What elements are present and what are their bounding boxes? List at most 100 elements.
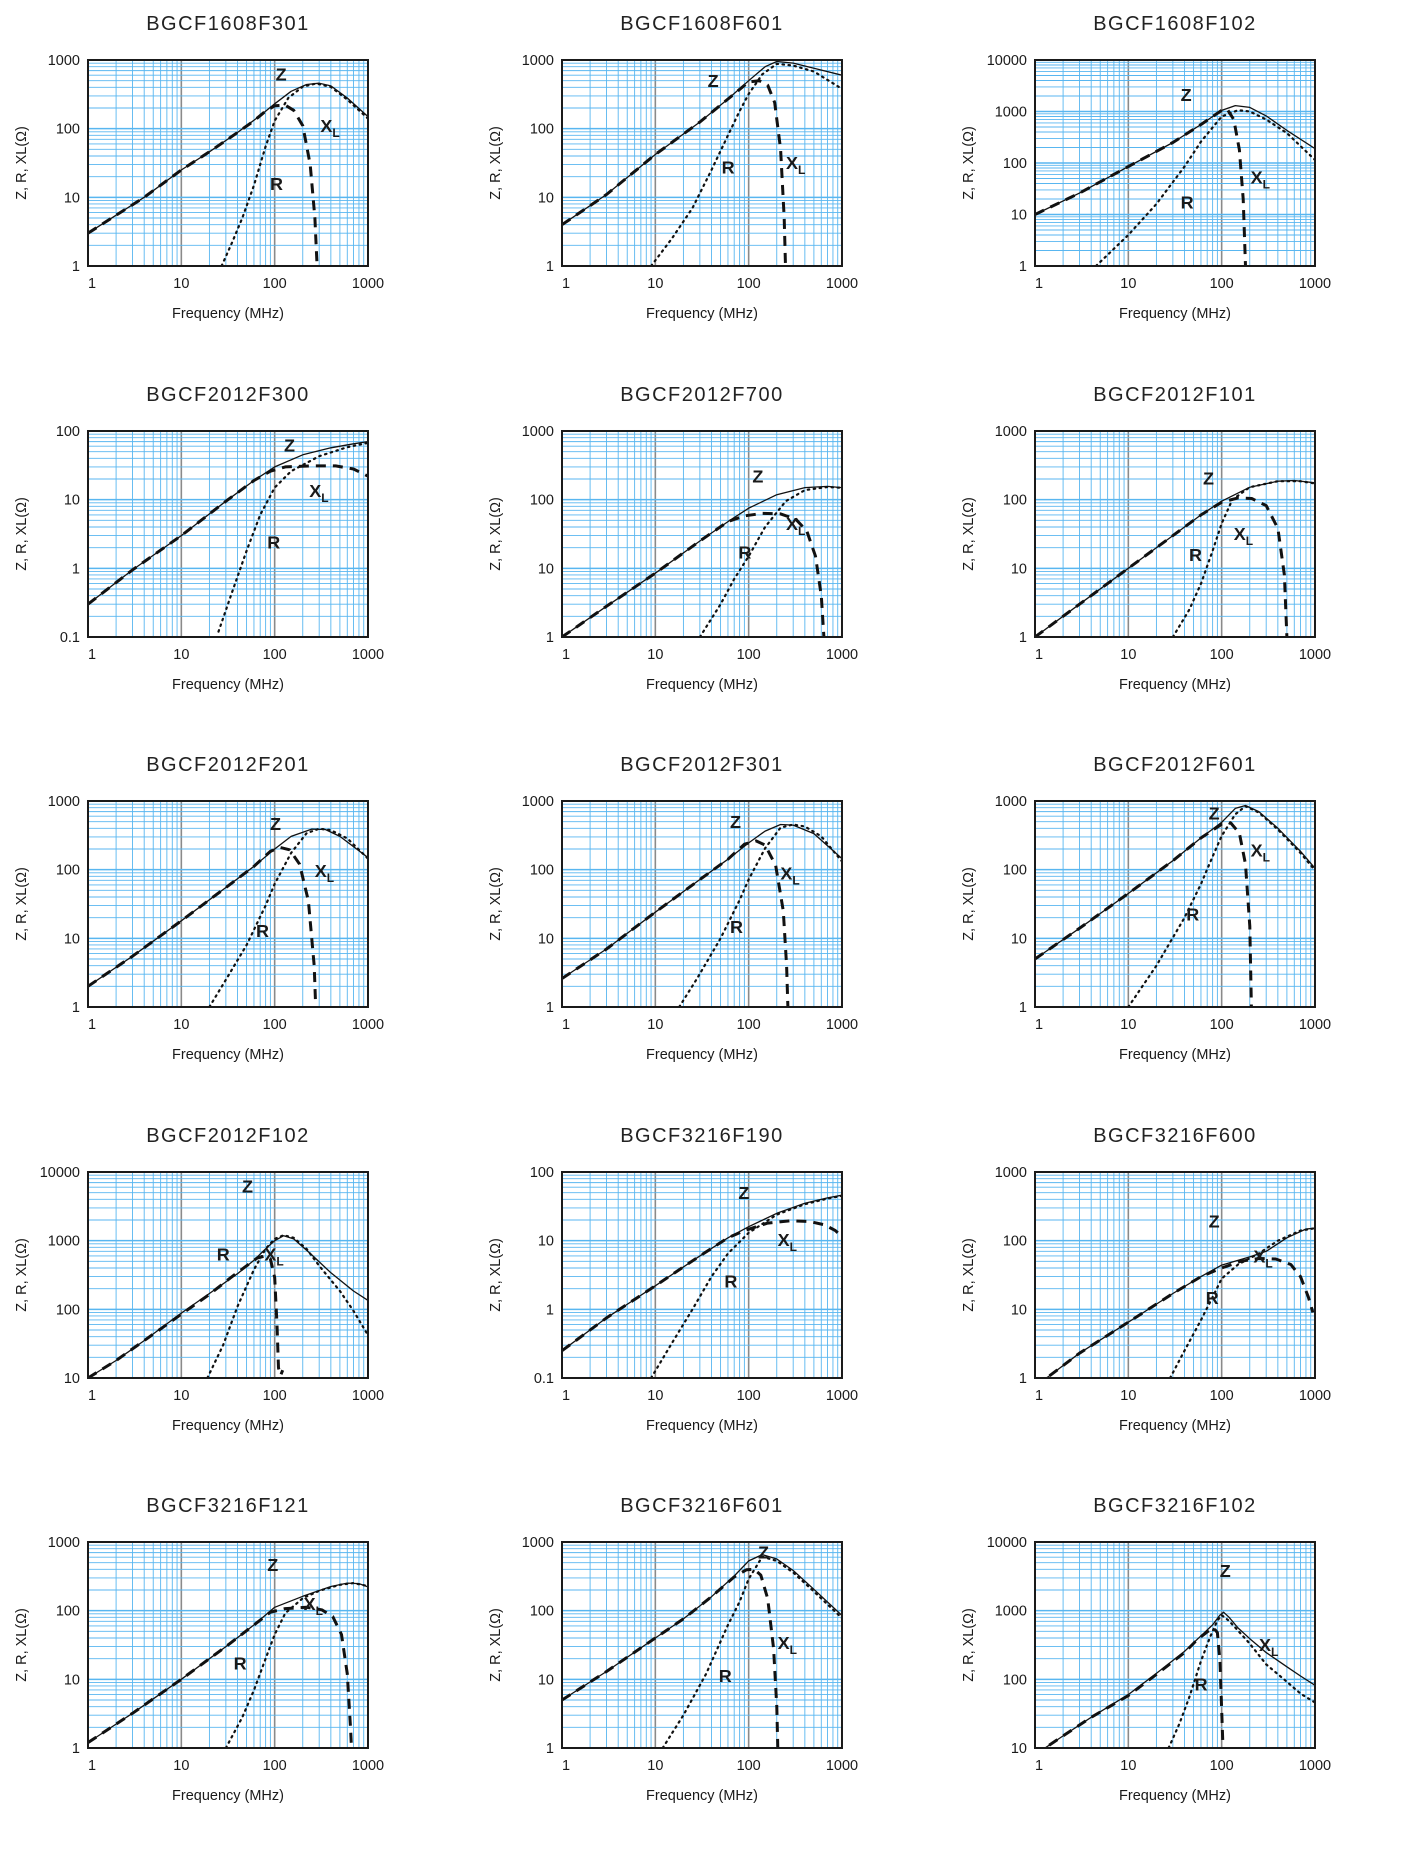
y-axis-label: Z, R, XL(Ω) — [961, 497, 977, 571]
y-tick-label: 100 — [529, 1604, 553, 1620]
curve-label-R: R — [256, 921, 269, 941]
series-Z — [87, 1582, 368, 1744]
series-XL — [1035, 821, 1254, 1008]
chart-plot-BGCF3216F190: BGCF3216F190 Z R XL 1 10 100 1000 0.1 1 10 100 Frequ… — [488, 1125, 858, 1434]
x-tick-label: 10 — [173, 1017, 189, 1033]
y-axis-label: Z, R, XL(Ω) — [14, 1238, 30, 1312]
curve-label-R: R — [730, 917, 743, 937]
plot-frame — [1034, 429, 1317, 638]
x-axis-label: Frequency (MHz) — [1119, 1418, 1231, 1434]
y-tick-label: 100 — [56, 424, 80, 440]
x-tick-label: 1000 — [826, 1758, 858, 1774]
x-axis-label: Frequency (MHz) — [1119, 677, 1231, 693]
chart-plot-BGCF2012F201: BGCF2012F201 Z R XL 1 10 100 1000 1 10 100 1000 Freq… — [14, 754, 384, 1063]
plot-frame — [560, 429, 843, 638]
x-tick-label: 10 — [1121, 1388, 1137, 1404]
series-XL — [561, 839, 790, 1008]
y-tick-label: 1000 — [521, 424, 553, 440]
curve-label-XL: XL — [1259, 1636, 1278, 1660]
chart-plot-BGCF3216F601: BGCF3216F601 Z R XL 1 10 100 1000 1 10 100 1000 Freq… — [488, 1495, 858, 1804]
chart-cell: BGCF2012F300 Z R XL 1 10 100 1000 0.1 1 10 100 Frequ… — [0, 371, 474, 742]
y-tick-label: 100 — [1003, 1233, 1027, 1249]
curve-label-XL: XL — [777, 1634, 796, 1658]
y-tick-label: 100 — [529, 863, 553, 879]
series-R — [649, 62, 842, 266]
x-tick-label: 1000 — [1299, 276, 1331, 292]
curve-label-XL: XL — [1234, 524, 1253, 548]
y-tick-label: 10 — [1011, 207, 1027, 223]
curve-label-XL: XL — [786, 153, 805, 177]
series-XL — [561, 1568, 779, 1749]
series-Z — [561, 1554, 842, 1701]
chart-cell: BGCF2012F700 Z R XL 1 10 100 1000 1 10 100 1000 Freq… — [474, 371, 948, 742]
y-tick-label: 1000 — [521, 53, 553, 69]
x-tick-label: 1000 — [826, 1017, 858, 1033]
x-tick-label: 1000 — [826, 647, 858, 663]
plot-frame — [560, 1170, 843, 1379]
series-Z — [1044, 1611, 1316, 1749]
curve-label-Z: Z — [752, 466, 763, 486]
curve-label-Z: Z — [1209, 804, 1220, 824]
y-axis-label: Z, R, XL(Ω) — [488, 126, 504, 200]
chart-title: BGCF2012F201 — [146, 754, 310, 776]
series-R — [1127, 805, 1316, 1008]
chart-title: BGCF1608F102 — [1094, 13, 1258, 35]
y-tick-label: 1000 — [995, 1604, 1027, 1620]
x-tick-label: 10 — [647, 647, 663, 663]
x-tick-label: 10 — [173, 276, 189, 292]
log-grid — [561, 1542, 842, 1749]
x-tick-label: 10 — [173, 647, 189, 663]
y-axis-label: Z, R, XL(Ω) — [488, 1609, 504, 1683]
x-tick-label: 1 — [1035, 1758, 1043, 1774]
log-grid — [1035, 59, 1316, 266]
y-tick-label: 100 — [529, 492, 553, 508]
curve-label-R: R — [217, 1244, 230, 1264]
y-tick-label: 0.1 — [534, 1371, 554, 1387]
x-axis-label: Frequency (MHz) — [1119, 306, 1231, 322]
plot-frame — [1034, 58, 1317, 267]
series-Z — [561, 824, 842, 980]
y-tick-label: 1 — [546, 630, 554, 646]
y-tick-label: 1 — [72, 1741, 80, 1757]
y-tick-label: 100 — [1003, 1673, 1027, 1689]
x-tick-label: 1 — [1035, 647, 1043, 663]
chart-plot-BGCF1608F301: BGCF1608F301 Z R XL 1 10 100 1000 1 10 100 1000 Freq… — [14, 13, 384, 322]
y-tick-label: 100 — [56, 1604, 80, 1620]
series-R — [1095, 109, 1316, 266]
chart-cell: BGCF1608F601 Z R XL 1 10 100 1000 1 10 100 1000 Freq… — [474, 0, 948, 371]
chart-cell: BGCF2012F301 Z R XL 1 10 100 1000 1 10 100 1000 Freq… — [474, 741, 948, 1112]
x-axis-label: Frequency (MHz) — [172, 1788, 284, 1804]
y-axis-label: Z, R, XL(Ω) — [14, 497, 30, 571]
y-tick-label: 10 — [1011, 1741, 1027, 1757]
chart-plot-BGCF2012F601: BGCF2012F601 Z R XL 1 10 100 1000 1 10 100 1000 Freq… — [961, 754, 1331, 1063]
curve-label-XL: XL — [1251, 168, 1270, 192]
x-tick-label: 1 — [88, 1017, 96, 1033]
log-grid — [87, 430, 368, 637]
x-tick-label: 100 — [1210, 647, 1234, 663]
x-tick-label: 1 — [1035, 1388, 1043, 1404]
x-tick-label: 100 — [1210, 276, 1234, 292]
y-tick-label: 10 — [538, 1673, 554, 1689]
plot-frame — [86, 429, 369, 638]
plot-frame — [560, 1541, 843, 1750]
chart-title: BGCF1608F301 — [146, 13, 310, 35]
log-grid — [87, 1171, 368, 1378]
x-tick-label: 100 — [263, 276, 287, 292]
y-tick-label: 10 — [64, 492, 80, 508]
chart-cell: BGCF1608F301 Z R XL 1 10 100 1000 1 10 100 1000 Freq… — [0, 0, 474, 371]
chart-plot-BGCF2012F102: BGCF2012F102 Z R XL 1 10 100 1000 10 100 1000 10000… — [14, 1125, 384, 1434]
y-tick-label: 1 — [1019, 1000, 1027, 1016]
y-tick-label: 1000 — [521, 1535, 553, 1551]
y-tick-label: 1 — [1019, 630, 1027, 646]
chart-cell: BGCF1608F102 Z R XL 1 10 100 1000 1 10 100 1000 1000… — [947, 0, 1421, 371]
curve-label-XL: XL — [309, 481, 328, 505]
y-axis-label: Z, R, XL(Ω) — [961, 126, 977, 200]
x-tick-label: 1 — [562, 647, 570, 663]
log-grid — [561, 1171, 842, 1378]
series-R — [1167, 1614, 1316, 1749]
x-tick-label: 1000 — [1299, 1758, 1331, 1774]
log-grid — [87, 59, 368, 266]
curve-label-R: R — [267, 532, 280, 552]
y-tick-label: 1 — [72, 1000, 80, 1016]
x-tick-label: 1 — [88, 647, 96, 663]
